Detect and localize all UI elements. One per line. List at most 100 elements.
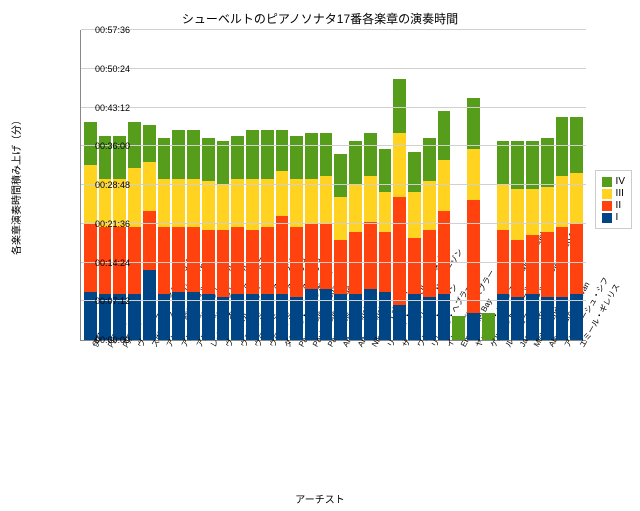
bar-segment-III [276, 171, 289, 217]
bar-group: ワルター・クリーン [408, 152, 421, 340]
bar-segment-II [423, 230, 436, 297]
bar-segment-IV [511, 141, 524, 189]
bar-segment-III [511, 189, 524, 240]
y-tick-label: 00:43:12 [75, 103, 130, 113]
bar-segment-I [143, 270, 156, 340]
bar-segment-III [290, 179, 303, 227]
bar-segment-II [526, 235, 539, 294]
bar-segment-III [261, 179, 274, 227]
bar-segment-I [364, 289, 377, 340]
bar-segment-IV [305, 133, 318, 179]
y-tick-label: 00:50:24 [75, 64, 130, 74]
y-tick-label: 00:28:48 [75, 180, 130, 190]
bar-segment-IV [246, 130, 259, 178]
bar-segment-IV [143, 125, 156, 163]
bar-segment-III [334, 197, 347, 240]
bar-segment-III [158, 179, 171, 227]
bar-group: Emmanuel Bay [452, 316, 465, 340]
bar-segment-III [438, 160, 451, 211]
chart-container: シューベルトのピアノソナタ17番各楽章の演奏時間 各楽章演奏時間積み上げ（分） … [0, 0, 640, 511]
gridline [81, 145, 586, 146]
bar-group: Alessandro Deljavan [541, 138, 554, 340]
bar-group: ヴィルヘルム・ケンプ [217, 141, 230, 340]
bar-segment-I [172, 292, 185, 340]
gridline [81, 29, 586, 30]
bar-segment-IV [334, 154, 347, 197]
gridline [81, 223, 586, 224]
bar-segment-II [393, 197, 406, 305]
bar-segment-III [364, 176, 377, 222]
bar-group: ダニエル・バレンボイム [276, 130, 289, 340]
bar-segment-I [217, 297, 230, 340]
bar-group: スヴャトスラフ・リヒテル [143, 125, 156, 340]
bar-segment-IV [172, 130, 185, 178]
bar-segment-IV [320, 133, 333, 176]
bar-group: ヤッシャ・ハイフェッツ&Emmanuel Bay [467, 98, 480, 340]
gridline [81, 300, 586, 301]
bar-segment-II [408, 238, 421, 295]
bar-segment-IV [158, 138, 171, 178]
bar-segment-III [541, 187, 554, 233]
bar-segment-IV [364, 133, 377, 176]
legend: IVIIIIII [595, 170, 632, 229]
y-tick-label: 00:07:12 [75, 296, 130, 306]
legend-row: I [602, 212, 625, 223]
legend-swatch [602, 189, 612, 199]
bar-segment-IV [290, 136, 303, 179]
x-axis-label: アーチスト [0, 491, 640, 506]
bar-segment-II [320, 224, 333, 289]
y-tick-label: 00:57:36 [75, 25, 130, 35]
y-tick-label: 00:21:36 [75, 219, 130, 229]
bar-segment-IV [408, 152, 421, 192]
bar-segment-IV [187, 130, 200, 178]
bar-segment-I [511, 297, 524, 340]
bar-segment-IV [438, 111, 451, 159]
bar-segment-II [305, 224, 318, 289]
bar-group: エミール・ギレリス [570, 117, 583, 340]
bar-segment-IV [261, 130, 274, 178]
bar-group: 伊藤恵 [84, 122, 97, 340]
legend-label: I [616, 212, 619, 223]
legend-swatch [602, 201, 612, 211]
bar-segment-I [379, 292, 392, 340]
bar-segment-II [570, 224, 583, 294]
bar-group: ウラディミール・アシュケナージ [231, 136, 244, 340]
bar-segment-III [84, 165, 97, 224]
bar-segment-II [172, 227, 185, 292]
bar-segment-III [570, 173, 583, 224]
bar-group: ウラディミール・アシュケナージ [246, 130, 259, 340]
bar-group: レイフ・オヴェ・アンスネス [202, 138, 215, 340]
bar-segment-II [511, 240, 524, 297]
legend-swatch [602, 213, 612, 223]
legend-label: II [616, 200, 622, 211]
bar-segment-IV [217, 141, 230, 184]
bar-group: アリス＝紗良・オット [158, 138, 171, 340]
y-tick-label: 00:14:24 [75, 258, 130, 268]
bar-group: ヴァレリー・アファナシエフ [128, 122, 141, 340]
bar-segment-I [290, 297, 303, 340]
bar-segment-III [349, 184, 362, 232]
bar-group: リーリャ・ジルベルシュタイン [379, 149, 392, 340]
bar-segment-III [172, 179, 185, 227]
bar-segment-IV [526, 141, 539, 189]
bar-segment-II [334, 240, 347, 294]
bar-segment-III [305, 179, 318, 225]
y-tick-label: 00:00:00 [75, 335, 130, 345]
bar-segment-I [187, 292, 200, 340]
bar-group: アルフレッド・ブレンデル [187, 130, 200, 340]
bar-group: Paul Badura-Skoda [290, 136, 303, 340]
bar-group: Artur Schnabel [334, 154, 347, 340]
bar-group: 内田光子 [99, 136, 112, 340]
bar-segment-I [305, 289, 318, 340]
bar-segment-II [541, 232, 554, 297]
bar-segment-IV [349, 141, 362, 184]
bar-group: アンドラーシュ・シフ [556, 117, 569, 340]
bar-group: Paul Badura-Skoda [305, 133, 318, 340]
bar-group: Jacques Ricci [511, 141, 524, 340]
bar-segment-III [467, 149, 480, 200]
bar-segment-II [187, 227, 200, 292]
gridline [81, 262, 586, 263]
bar-segment-III [231, 179, 244, 227]
bars-area: 伊藤恵内田光子内田光子ヴァレリー・アファナシエフスヴャトスラフ・リヒテルアリス＝… [81, 30, 586, 340]
legend-label: III [616, 188, 624, 199]
